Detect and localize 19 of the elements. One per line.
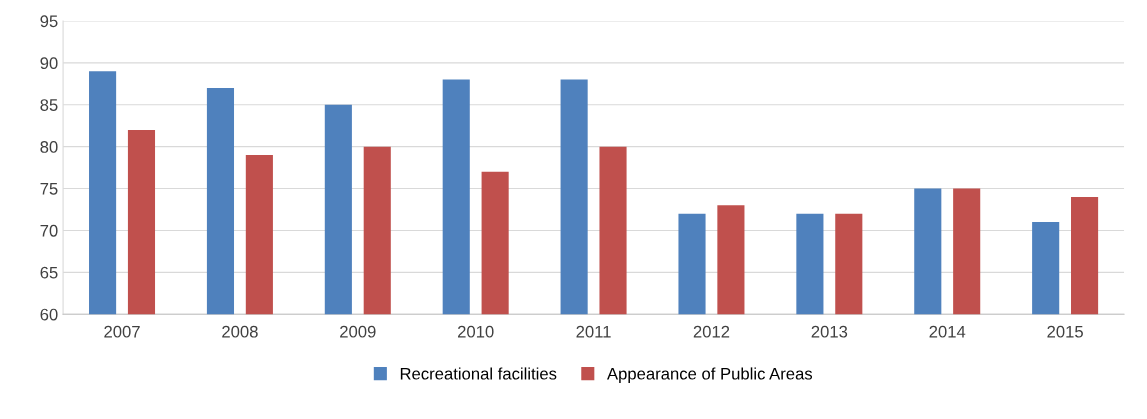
x-tick-label: 2014 bbox=[929, 325, 966, 338]
x-tick-label: 2013 bbox=[811, 325, 848, 338]
x-tick-label: 2012 bbox=[693, 325, 730, 338]
x-tick-label: 2015 bbox=[1047, 325, 1083, 338]
y-tick-label: 85 bbox=[40, 99, 58, 111]
x-tick-label: 2009 bbox=[340, 325, 376, 338]
x-tick-label: 2007 bbox=[104, 325, 140, 338]
y-tick-label: 70 bbox=[40, 224, 58, 237]
legend-label: Recreational facilities bbox=[400, 367, 557, 380]
y-tick-label: 95 bbox=[40, 15, 58, 28]
y-tick-label: 80 bbox=[40, 141, 58, 153]
y-tick-label: 65 bbox=[40, 266, 58, 279]
x-tick-label: 2008 bbox=[222, 325, 258, 338]
x-tick-label: 2011 bbox=[576, 325, 611, 338]
y-tick-label: 75 bbox=[40, 183, 58, 195]
y-tick-label: 90 bbox=[40, 57, 58, 70]
x-tick-label: 2010 bbox=[457, 325, 494, 338]
legend-label: Appearance of Public Areas bbox=[607, 367, 813, 383]
y-tick-label: 60 bbox=[40, 308, 58, 321]
